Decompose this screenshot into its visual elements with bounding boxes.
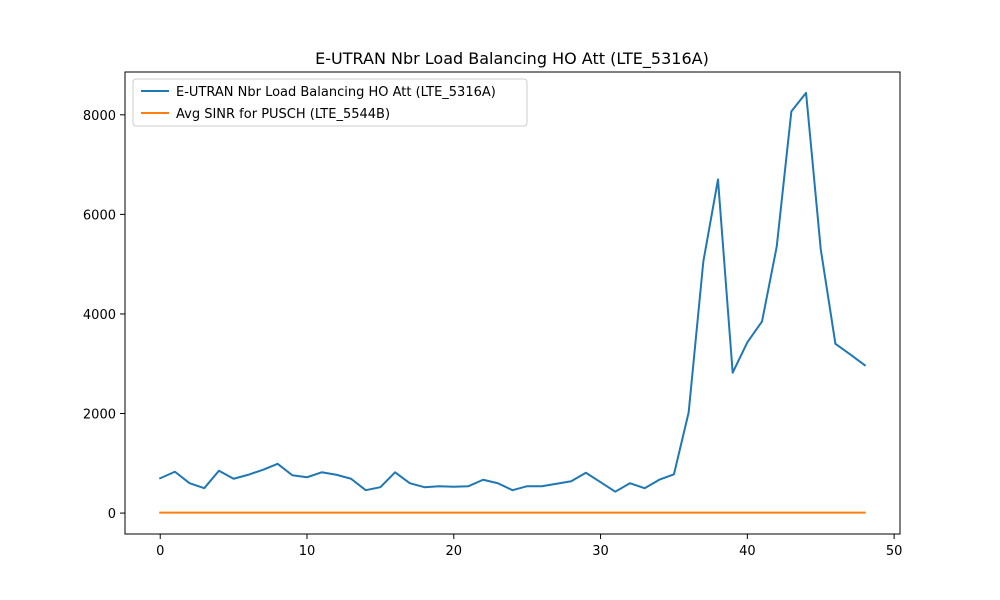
legend: E-UTRAN Nbr Load Balancing HO Att (LTE_5… — [132, 78, 528, 127]
y-tick-label: 4000 — [83, 308, 116, 323]
plot-area — [158, 91, 867, 514]
x-tick-label: 30 — [592, 544, 609, 559]
x-tick-label: 50 — [886, 544, 903, 559]
x-tick-label: 0 — [156, 544, 164, 559]
axes: 0 10 20 30 40 50 0 2000 4000 6000 8000 — [83, 71, 903, 559]
x-tick-label: 10 — [299, 544, 316, 559]
series-line-0 — [158, 91, 867, 493]
legend-label-0: E-UTRAN Nbr Load Balancing HO Att (LTE_5… — [176, 85, 496, 100]
y-tick-label: 2000 — [83, 408, 116, 423]
legend-label-1: Avg SINR for PUSCH (LTE_5544B) — [176, 107, 390, 122]
x-tick-label: 20 — [446, 544, 463, 559]
y-tick-label: 0 — [108, 507, 116, 522]
x-tick-label: 40 — [739, 544, 756, 559]
y-tick-label: 8000 — [83, 109, 116, 124]
axes-frame — [124, 71, 901, 535]
y-tick-label: 6000 — [83, 208, 116, 223]
chart-title: E-UTRAN Nbr Load Balancing HO Att (LTE_5… — [315, 49, 709, 69]
legend-box — [132, 78, 528, 127]
